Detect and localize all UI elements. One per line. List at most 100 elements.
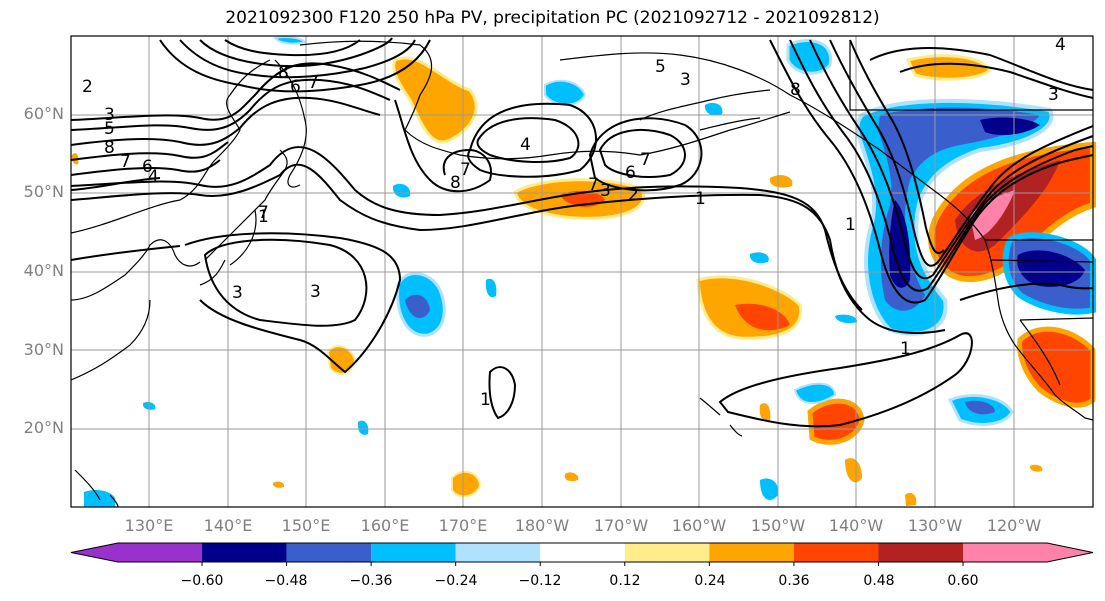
positive-anomaly-pacific-nw-peak [970,190,1015,240]
contour-label: 7 [640,150,651,170]
lon-label: 180°W [514,516,570,535]
contour-low-4 [476,117,580,163]
positive-anomaly-gulf-alaska [905,54,992,81]
contour-7-upper [70,159,221,176]
contour-8-upper [70,177,161,191]
lon-label: 160°W [671,516,727,535]
contour-3-upper [70,62,401,121]
coastline-aleutians [404,111,791,160]
contour-ne-3 [869,47,1094,91]
negative-anomaly-alaska-core-2 [980,117,1040,136]
contour-ridge-1 [159,39,431,93]
coastline-siberia [299,40,433,131]
lon-label: 130°W [907,516,963,535]
contour-japan [70,245,181,261]
colorbar-tick-label: 0.12 [609,573,641,589]
colorbar-tick-label: 0.36 [778,573,810,589]
colorbar-tick-label: 0.60 [947,573,979,589]
lon-label: 150°W [750,516,806,535]
coastline-asia [70,59,271,234]
contour-closed-1 [488,366,517,420]
contour-label: 1 [480,390,491,410]
contour-label: 8 [450,173,461,193]
contour-label: 1 [845,215,856,235]
positive-anomaly-20n-140w [807,398,865,445]
lon-label: 120°W [986,516,1042,535]
coastlines [70,40,1094,508]
contour-low-north [394,99,492,193]
positive-anomaly-small-1 [759,403,771,422]
negative-anomaly-alaska-coast-mid [878,107,1040,311]
negative-anomaly-small-4 [485,278,497,298]
lat-label: 20°N [23,418,64,437]
lon-label: 160°E [360,516,410,535]
colorbar-bin [202,543,287,562]
contour-ne-4 [899,62,1094,99]
coastline-hawaii [699,397,743,437]
positive-anomaly-30n-150w-core [735,303,790,331]
negative-anomaly-alaska-coast-core [889,200,911,288]
negative-anomaly-gulf-alaska [786,39,833,75]
contour-labels: 8 7 3 5 8 7 6 4 2 7 4 7 8 7 5 3 6 7 6 3 … [82,35,1066,410]
contour-trough-2 [789,39,1094,292]
lat-label: 40°N [23,261,64,280]
contour-label: 2 [82,77,93,97]
map-title: 2021092300 F120 250 hPa PV, precipitatio… [225,8,880,28]
contour-trough-3 [809,39,1094,280]
coastline-japan [199,149,288,286]
coastline-china-south [70,299,151,381]
contour-label: 7 [258,203,269,223]
negative-anomaly-small-6 [392,183,411,198]
lon-label: 140°W [828,516,884,535]
colorbar-tick-label: −0.12 [518,573,562,589]
contour-trough-1 [769,39,1094,304]
positive-anomaly-small-4 [564,472,579,482]
contour-6-upper [70,141,229,161]
positive-anomaly-north-pacific [392,56,478,144]
contour-label: 1 [695,189,706,209]
coastline-alaska [559,52,941,196]
contour-label: 4 [1055,35,1066,55]
lon-label: 170°E [438,516,488,535]
contour-low-7 [598,129,686,178]
contour-ridge-2 [179,39,416,79]
coastline-california [1014,344,1094,421]
colorbar-tick-label: −0.24 [434,573,478,589]
lat-label: 60°N [23,104,64,123]
negative-anomaly-20n-125w-core [965,400,995,415]
contour-low-4b [467,102,597,178]
colorbar-extend-max [963,543,1093,562]
contour-label: 5 [655,57,666,77]
contour-label: 4 [520,135,531,155]
precipitation-shading [71,36,1096,507]
colorbar-bin [624,543,710,562]
negative-anomaly-small-1 [544,79,587,106]
contour-label: 8 [104,138,115,158]
contour-label: 3 [1048,85,1059,105]
contour-east-ridge [959,282,1094,301]
contour-low-7b [588,117,703,192]
colorbar-tick-label: 0.24 [694,573,726,589]
colorbar-tick-label: −0.48 [264,573,308,589]
colorbar-tick-label: 0.48 [863,573,895,589]
colorbar-bin [455,543,541,562]
contour-4-upper [70,78,391,131]
lat-label: 50°N [23,182,64,201]
negative-anomaly-small-10 [835,314,858,324]
positive-anomaly-small-3 [845,458,862,483]
contour-ridge-3 [199,37,393,68]
coastline-alaska-peninsula [639,89,771,131]
positive-anomaly-small-2 [769,175,793,188]
contour-label: 1 [258,207,269,227]
contour-label: 6 [625,163,636,183]
contour-label: 7 [120,152,131,172]
negative-anomaly-small-7 [357,420,369,435]
border-canada-us [985,239,1094,263]
lon-label: 170°W [593,516,649,535]
colorbar [70,542,1094,566]
colorbar-bin [793,543,879,562]
contour-trough-4 [829,39,1094,267]
negative-anomaly-small-3 [760,478,779,500]
colorbar-bin [878,543,964,562]
colorbar-bin [540,543,625,562]
